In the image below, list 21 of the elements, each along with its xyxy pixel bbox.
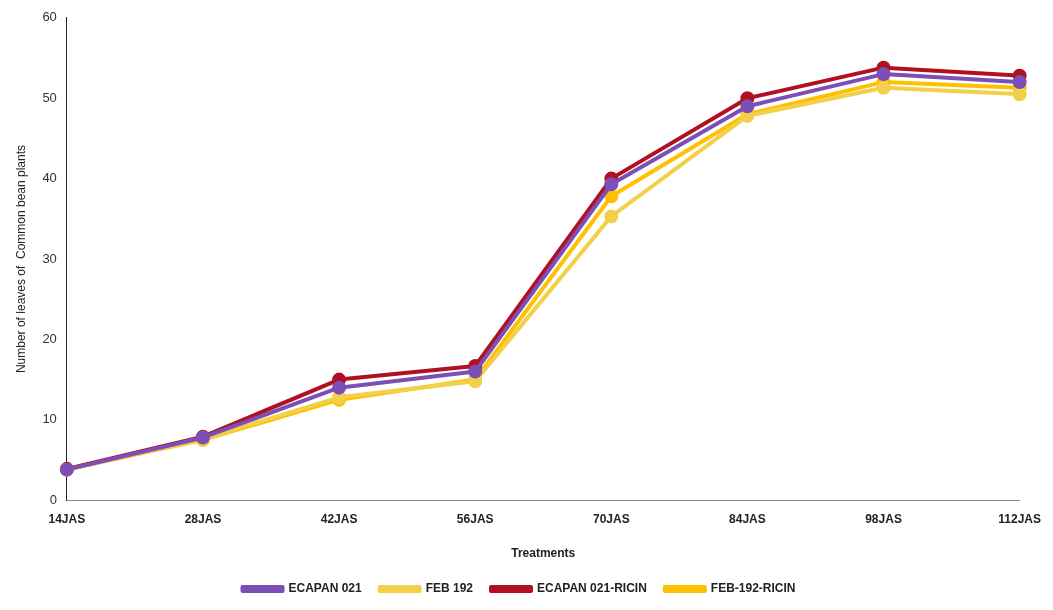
x-tick-label: 42JAS	[320, 511, 358, 526]
legend-label: ECAPAN 021	[288, 581, 362, 596]
y-tick-label: 10	[42, 411, 57, 427]
y-tick-label: 20	[42, 330, 57, 346]
x-tick-label: 56JAS	[456, 511, 494, 526]
y-tick-label: 50	[42, 89, 57, 105]
legend-label: ECAPAN 021-RICIN	[537, 581, 647, 596]
y-tick-label: 60	[42, 9, 57, 25]
y-tick-label: 40	[42, 170, 57, 186]
x-tick-label: 70JAS	[592, 511, 630, 526]
x-axis-title: Treatments	[511, 546, 576, 561]
x-tick-label: 112JAS	[998, 511, 1041, 526]
y-tick-label: 0	[49, 491, 57, 507]
x-tick-label: 84JAS	[729, 511, 766, 526]
x-tick-label: 14JAS	[48, 511, 86, 526]
x-tick-label: 28JAS	[184, 511, 222, 526]
legend-label: FEB 192	[425, 581, 474, 596]
y-axis-title: Number of leaves of Common bean plants	[13, 144, 28, 374]
legend-label: FEB-192-RICIN	[710, 581, 796, 596]
y-tick-label: 30	[42, 250, 57, 266]
x-tick-label: 98JAS	[865, 511, 902, 526]
